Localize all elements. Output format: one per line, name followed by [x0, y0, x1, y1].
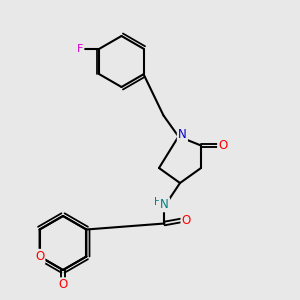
Text: N: N	[178, 128, 187, 142]
Text: O: O	[218, 139, 227, 152]
Text: O: O	[35, 250, 44, 263]
Text: H: H	[154, 196, 161, 207]
Text: N: N	[160, 198, 169, 211]
Text: O: O	[182, 214, 191, 227]
Text: O: O	[58, 278, 68, 292]
Text: F: F	[77, 44, 83, 54]
